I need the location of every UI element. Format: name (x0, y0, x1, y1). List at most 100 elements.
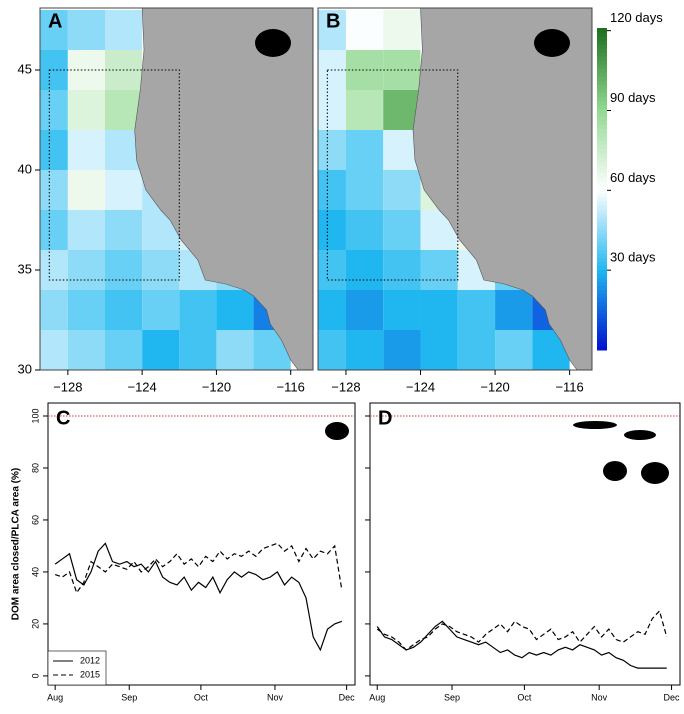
colorbar-step (597, 301, 607, 307)
heat-cell (345, 130, 384, 170)
y-tick-label: 40 (30, 567, 40, 577)
y-tick-label: 100 (30, 408, 40, 423)
x-tick-label: Oct (517, 692, 532, 702)
colorbar-step (597, 92, 607, 97)
heat-cell (40, 210, 68, 250)
animal-icon (641, 462, 669, 484)
colorbar-step (597, 120, 607, 126)
colorbar-step (597, 289, 607, 295)
series-line (376, 609, 668, 651)
y-axis-label: DOM area closed/PLCA area (%) (11, 468, 22, 620)
heat-cell (67, 330, 105, 370)
x-tick-label: Sep (121, 692, 137, 702)
plot-frame (47, 402, 356, 686)
colorbar-step (597, 180, 607, 186)
heat-cell (318, 50, 346, 90)
colorbar-step (597, 313, 607, 319)
colorbar-step (597, 257, 607, 262)
colorbar-step (597, 156, 607, 162)
x-tick-label: Sep (444, 692, 460, 702)
colorbar-step (597, 176, 607, 182)
heat-cell (40, 10, 68, 50)
colorbar-step (597, 64, 607, 69)
colorbar-step (597, 80, 607, 85)
x-tick-label: −116 (277, 379, 305, 394)
panel-label: D (378, 407, 392, 429)
x-tick-label: −124 (127, 379, 156, 394)
colorbar-step (597, 201, 607, 206)
colorbar-step (597, 128, 607, 134)
heat-cell (383, 170, 421, 210)
heat-cell (383, 290, 421, 330)
colorbar-step (597, 140, 607, 146)
heat-cell (383, 330, 421, 370)
heat-cell (345, 250, 384, 290)
colorbar-label: 60 days (610, 170, 656, 185)
x-tick-label: −128 (331, 379, 360, 394)
heat-cell (318, 290, 346, 330)
colorbar-step (597, 48, 607, 53)
colorbar-step (597, 88, 607, 93)
heat-cell (216, 330, 254, 370)
heat-cell (40, 290, 68, 330)
colorbar-step (597, 68, 607, 73)
colorbar-step (597, 124, 607, 130)
heat-cell (383, 10, 421, 50)
colorbar-step (597, 221, 607, 226)
colorbar-step (597, 193, 607, 198)
animal-icon (624, 430, 656, 440)
heat-cell (105, 290, 143, 330)
heat-cell (105, 330, 143, 370)
heat-cell (67, 90, 105, 130)
colorbar-step (597, 285, 607, 291)
heat-cell (142, 250, 180, 290)
colorbar-step (597, 213, 607, 218)
colorbar-step (597, 189, 607, 194)
colorbar-step (597, 72, 607, 77)
colorbar-step (597, 132, 607, 138)
colorbar-label: 90 days (610, 90, 656, 105)
colorbar-step (597, 84, 607, 89)
turtle-icon (325, 422, 349, 440)
x-tick-label: Nov (591, 692, 608, 702)
heat-cell (345, 170, 384, 210)
colorbar-step (597, 297, 607, 303)
colorbar-step (597, 325, 607, 331)
panel-label: A (48, 10, 62, 32)
heat-cell (345, 290, 384, 330)
x-tick-label: Dec (664, 692, 681, 702)
plca-region (48, 69, 180, 281)
heat-cell (40, 90, 68, 130)
animal-icon (603, 461, 627, 481)
x-tick-label: Aug (47, 692, 63, 702)
heat-cell (105, 210, 143, 250)
colorbar-step (597, 108, 607, 114)
heat-cell (345, 90, 384, 130)
plca-region (326, 69, 459, 281)
y-tick-label: 35 (18, 261, 32, 276)
colorbar-step (597, 209, 607, 214)
heat-cell (420, 250, 458, 290)
colorbar-step (597, 217, 607, 222)
heat-cell (318, 130, 346, 170)
colorbar-step (597, 245, 607, 250)
heat-cell (345, 330, 384, 370)
heat-cell (67, 170, 105, 210)
y-tick-label: 60 (30, 515, 40, 525)
heat-cell (105, 170, 143, 210)
colorbar-step (597, 100, 607, 105)
x-tick-label: Aug (369, 692, 385, 702)
colorbar-step (597, 205, 607, 210)
x-tick-label: Oct (194, 692, 209, 702)
colorbar-label: 120 days (610, 10, 663, 25)
colorbar-step (597, 56, 607, 61)
colorbar-step (597, 184, 607, 190)
colorbar-step (597, 168, 607, 174)
map-frame (317, 7, 593, 371)
heat-cell (495, 290, 533, 330)
legend-label: 2012 (80, 655, 100, 665)
heat-cell (67, 290, 105, 330)
colorbar-step (597, 112, 607, 118)
series-line (54, 542, 343, 652)
